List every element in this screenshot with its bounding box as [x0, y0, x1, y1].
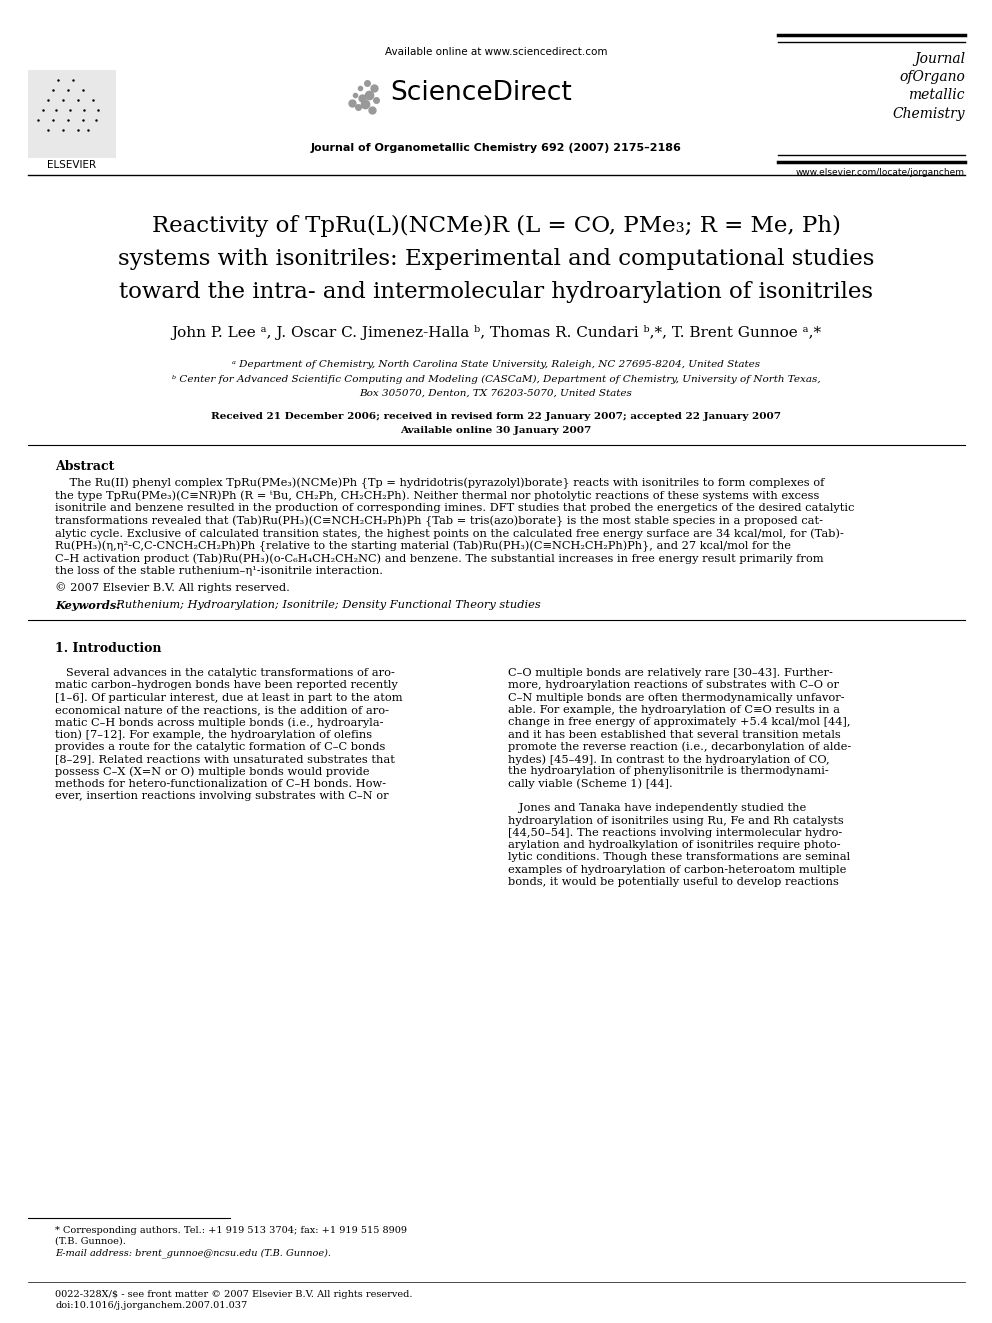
Text: Jones and Tanaka have independently studied the: Jones and Tanaka have independently stud…: [508, 803, 806, 814]
Text: methods for hetero-functionalization of C–H bonds. How-: methods for hetero-functionalization of …: [55, 779, 386, 789]
Text: The Ru(II) phenyl complex TpRu(PMe₃)(NCMe)Ph {Tp = hydridotris(pyrazolyl)borate}: The Ru(II) phenyl complex TpRu(PMe₃)(NCM…: [55, 478, 824, 490]
Text: Ruthenium; Hydroarylation; Isonitrile; Density Functional Theory studies: Ruthenium; Hydroarylation; Isonitrile; D…: [109, 601, 541, 610]
Text: tion) [7–12]. For example, the hydroarylation of olefins: tion) [7–12]. For example, the hydroaryl…: [55, 729, 372, 740]
Text: * Corresponding authors. Tel.: +1 919 513 3704; fax: +1 919 515 8909: * Corresponding authors. Tel.: +1 919 51…: [55, 1226, 407, 1234]
Text: arylation and hydroalkylation of isonitriles require photo-: arylation and hydroalkylation of isonitr…: [508, 840, 840, 851]
Text: bonds, it would be potentially useful to develop reactions: bonds, it would be potentially useful to…: [508, 877, 839, 888]
Text: ever, insertion reactions involving substrates with C–N or: ever, insertion reactions involving subs…: [55, 791, 389, 800]
Text: matic C–H bonds across multiple bonds (i.e., hydroaryla-: matic C–H bonds across multiple bonds (i…: [55, 717, 384, 728]
Text: systems with isonitriles: Experimental and computational studies: systems with isonitriles: Experimental a…: [118, 247, 874, 270]
Text: lytic conditions. Though these transformations are seminal: lytic conditions. Though these transform…: [508, 852, 850, 863]
Text: Available online 30 January 2007: Available online 30 January 2007: [401, 426, 591, 435]
Text: toward the intra- and intermolecular hydroarylation of isonitriles: toward the intra- and intermolecular hyd…: [119, 280, 873, 303]
Text: cally viable (Scheme 1) [44].: cally viable (Scheme 1) [44].: [508, 779, 673, 790]
Text: Journal of Organometallic Chemistry 692 (2007) 2175–2186: Journal of Organometallic Chemistry 692 …: [310, 143, 682, 153]
Text: promote the reverse reaction (i.e., decarbonylation of alde-: promote the reverse reaction (i.e., deca…: [508, 742, 851, 753]
Text: hydroarylation of isonitriles using Ru, Fe and Rh catalysts: hydroarylation of isonitriles using Ru, …: [508, 815, 844, 826]
Text: transformations revealed that (Tab)Ru(PH₃)(C≡NCH₂CH₂Ph)Ph {Tab = tris(azo)borate: transformations revealed that (Tab)Ru(PH…: [55, 516, 823, 527]
Text: able. For example, the hydroarylation of C≡O results in a: able. For example, the hydroarylation of…: [508, 705, 840, 714]
Text: metallic: metallic: [909, 89, 965, 102]
Text: ofOrgano: ofOrgano: [899, 70, 965, 83]
Text: the hydroarylation of phenylisonitrile is thermodynami-: the hydroarylation of phenylisonitrile i…: [508, 766, 828, 777]
Text: doi:10.1016/j.jorganchem.2007.01.037: doi:10.1016/j.jorganchem.2007.01.037: [55, 1301, 247, 1310]
Text: the type TpRu(PMe₃)(C≡NR)Ph (R = ᵗBu, CH₂Ph, CH₂CH₂Ph). Neither thermal nor phot: the type TpRu(PMe₃)(C≡NR)Ph (R = ᵗBu, CH…: [55, 491, 819, 501]
Text: change in free energy of approximately +5.4 kcal/mol [44],: change in free energy of approximately +…: [508, 717, 850, 728]
Text: www.elsevier.com/locate/jorganchem: www.elsevier.com/locate/jorganchem: [796, 168, 965, 177]
Text: ScienceDirect: ScienceDirect: [390, 79, 571, 106]
Text: isonitrile and benzene resulted in the production of corresponding imines. DFT s: isonitrile and benzene resulted in the p…: [55, 503, 854, 513]
Text: (T.B. Gunnoe).: (T.B. Gunnoe).: [55, 1237, 126, 1246]
Text: Box 305070, Denton, TX 76203-5070, United States: Box 305070, Denton, TX 76203-5070, Unite…: [359, 389, 633, 398]
Text: Available online at www.sciencedirect.com: Available online at www.sciencedirect.co…: [385, 48, 607, 57]
Text: C–O multiple bonds are relatively rare [30–43]. Further-: C–O multiple bonds are relatively rare […: [508, 668, 833, 677]
Text: Ru(PH₃)(η,η²-C,C-CNCH₂CH₂Ph)Ph {relative to the starting material (Tab)Ru(PH₃)(C: Ru(PH₃)(η,η²-C,C-CNCH₂CH₂Ph)Ph {relative…: [55, 541, 791, 552]
Text: the loss of the stable ruthenium–η¹-isonitrile interaction.: the loss of the stable ruthenium–η¹-ison…: [55, 565, 383, 576]
Text: E-mail address: brent_gunnoe@ncsu.edu (T.B. Gunnoe).: E-mail address: brent_gunnoe@ncsu.edu (T…: [55, 1248, 331, 1258]
Text: hydes) [45–49]. In contrast to the hydroarylation of CO,: hydes) [45–49]. In contrast to the hydro…: [508, 754, 829, 765]
Text: Several advances in the catalytic transformations of aro-: Several advances in the catalytic transf…: [55, 668, 395, 677]
Text: Received 21 December 2006; received in revised form 22 January 2007; accepted 22: Received 21 December 2006; received in r…: [211, 411, 781, 421]
Text: [44,50–54]. The reactions involving intermolecular hydro-: [44,50–54]. The reactions involving inte…: [508, 828, 842, 837]
Text: examples of hydroarylation of carbon-heteroatom multiple: examples of hydroarylation of carbon-het…: [508, 865, 846, 875]
Text: provides a route for the catalytic formation of C–C bonds: provides a route for the catalytic forma…: [55, 742, 385, 751]
Text: ᵇ Center for Advanced Scientific Computing and Modeling (CASCaM), Department of : ᵇ Center for Advanced Scientific Computi…: [172, 374, 820, 384]
Text: ᵃ Department of Chemistry, North Carolina State University, Raleigh, NC 27695-82: ᵃ Department of Chemistry, North Carolin…: [232, 360, 760, 369]
Text: Chemistry: Chemistry: [893, 107, 965, 120]
Text: possess C–X (X=N or O) multiple bonds would provide: possess C–X (X=N or O) multiple bonds wo…: [55, 766, 369, 777]
Text: John P. Lee ᵃ, J. Oscar C. Jimenez-Halla ᵇ, Thomas R. Cundari ᵇ,*, T. Brent Gunn: John P. Lee ᵃ, J. Oscar C. Jimenez-Halla…: [171, 325, 821, 340]
Text: [8–29]. Related reactions with unsaturated substrates that: [8–29]. Related reactions with unsaturat…: [55, 754, 395, 765]
Text: C–N multiple bonds are often thermodynamically unfavor-: C–N multiple bonds are often thermodynam…: [508, 693, 844, 703]
Text: ELSEVIER: ELSEVIER: [48, 160, 96, 169]
Text: [1–6]. Of particular interest, due at least in part to the atom: [1–6]. Of particular interest, due at le…: [55, 693, 403, 703]
Text: 1. Introduction: 1. Introduction: [55, 642, 162, 655]
Text: and it has been established that several transition metals: and it has been established that several…: [508, 729, 841, 740]
Text: C–H activation product (Tab)Ru(PH₃)(o-C₆H₄CH₂CH₂NC) and benzene. The substantial: C–H activation product (Tab)Ru(PH₃)(o-C₆…: [55, 553, 823, 564]
Bar: [28, 70, 116, 157]
Text: economical nature of the reactions, is the addition of aro-: economical nature of the reactions, is t…: [55, 705, 389, 714]
Text: © 2007 Elsevier B.V. All rights reserved.: © 2007 Elsevier B.V. All rights reserved…: [55, 582, 290, 593]
Text: Keywords:: Keywords:: [55, 601, 120, 611]
Text: Abstract: Abstract: [55, 460, 114, 474]
Text: matic carbon–hydrogen bonds have been reported recently: matic carbon–hydrogen bonds have been re…: [55, 680, 398, 691]
Text: 0022-328X/$ - see front matter © 2007 Elsevier B.V. All rights reserved.: 0022-328X/$ - see front matter © 2007 El…: [55, 1290, 413, 1299]
Text: alytic cycle. Exclusive of calculated transition states, the highest points on t: alytic cycle. Exclusive of calculated tr…: [55, 528, 844, 538]
Text: more, hydroarylation reactions of substrates with C–O or: more, hydroarylation reactions of substr…: [508, 680, 839, 691]
Text: Journal: Journal: [914, 52, 965, 66]
Text: Reactivity of TpRu(L)(NCMe)R (L = CO, PMe₃; R = Me, Ph): Reactivity of TpRu(L)(NCMe)R (L = CO, PM…: [152, 216, 840, 237]
